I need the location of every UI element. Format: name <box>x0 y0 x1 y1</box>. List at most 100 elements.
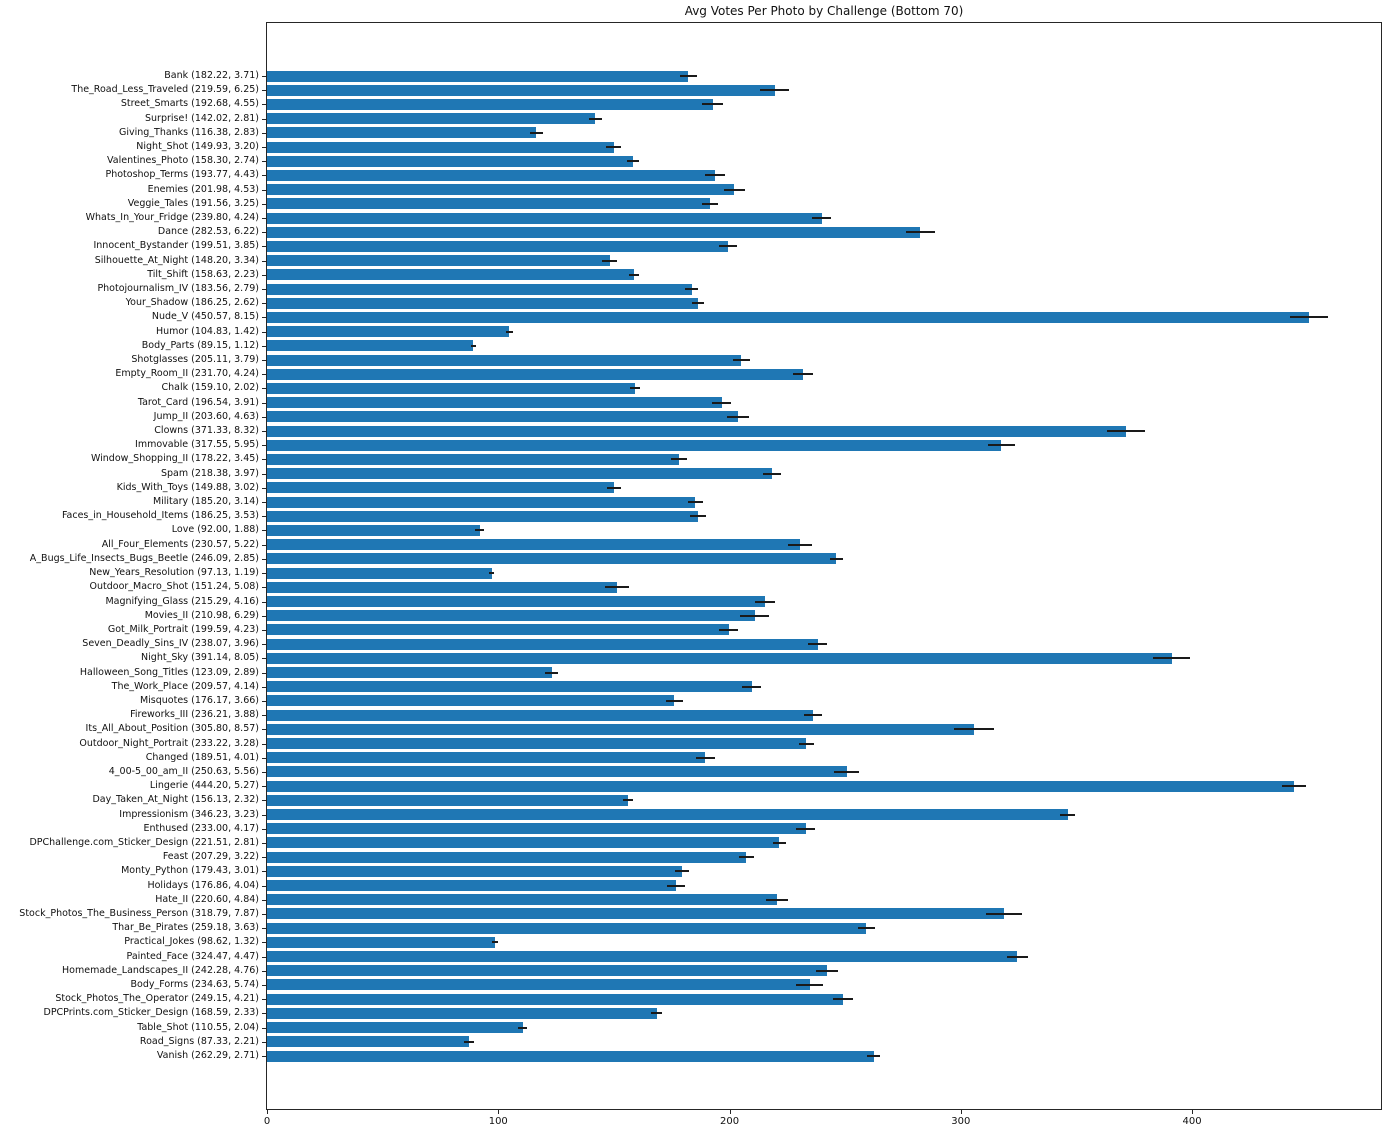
bar <box>267 212 822 224</box>
y-tick <box>262 786 266 788</box>
error-bar <box>712 401 731 404</box>
bar <box>267 1050 874 1062</box>
x-tick <box>1192 1110 1194 1114</box>
y-tick <box>262 544 266 546</box>
error-bar <box>833 770 860 773</box>
bar <box>267 98 713 110</box>
bar <box>267 453 680 465</box>
y-tick <box>262 502 266 504</box>
bar <box>267 865 682 877</box>
bar <box>267 581 617 593</box>
y-tick-label: Dance (282.53, 6.22) <box>157 226 259 238</box>
y-tick-label: Faces_in_Household_Items (186.25, 3.53) <box>61 510 259 522</box>
y-tick <box>262 771 266 773</box>
y-tick <box>262 232 266 234</box>
bar <box>267 780 1295 792</box>
bar <box>267 709 814 721</box>
y-tick-label: Magnifying_Glass (215.29, 4.16) <box>105 595 259 607</box>
y-tick <box>262 885 266 887</box>
error-bar <box>622 799 634 802</box>
bar <box>267 127 537 139</box>
bar <box>267 84 775 96</box>
bar <box>267 539 801 551</box>
y-tick <box>262 615 266 617</box>
bar <box>267 226 921 238</box>
y-tick-label: Its_All_About_Position (305.80, 8.57) <box>85 723 259 735</box>
bar <box>267 567 492 579</box>
error-bar <box>1106 430 1145 433</box>
error-bar <box>651 1012 663 1015</box>
error-bar <box>796 983 823 986</box>
y-tick-label: New_Years_Resolution (97.13, 1.19) <box>89 567 259 579</box>
error-bar <box>666 884 686 887</box>
y-tick-label: Whats_In_Your_Fridge (239.80, 4.24) <box>85 212 259 224</box>
error-bar <box>492 941 499 944</box>
error-bar <box>723 188 745 191</box>
y-tick <box>262 431 266 433</box>
bar <box>267 425 1126 437</box>
error-bar <box>765 898 789 901</box>
y-tick-label: Enthused (233.00, 4.17) <box>143 822 259 834</box>
error-bar <box>906 231 935 234</box>
y-tick-label: Surprise! (142.02, 2.81) <box>145 112 259 124</box>
error-bar <box>755 600 775 603</box>
error-bar <box>742 685 762 688</box>
y-tick <box>262 686 266 688</box>
bar <box>267 354 742 366</box>
x-tick <box>729 1110 731 1114</box>
x-tick <box>498 1110 500 1114</box>
error-bar <box>811 217 832 220</box>
y-tick <box>262 104 266 106</box>
y-tick <box>262 956 266 958</box>
error-bar <box>529 131 543 134</box>
y-tick <box>262 189 266 191</box>
y-tick <box>262 175 266 177</box>
y-tick <box>262 573 266 575</box>
y-tick <box>262 147 266 148</box>
bar <box>267 468 773 480</box>
y-tick <box>262 800 266 802</box>
bar <box>267 922 867 934</box>
y-tick-label: Tilt_Shift (158.63, 2.23) <box>147 268 259 280</box>
bar <box>267 596 765 607</box>
y-tick <box>262 928 266 930</box>
y-tick <box>262 729 266 731</box>
y-tick-label: Military (185.20, 3.14) <box>152 496 259 508</box>
y-tick <box>262 984 266 986</box>
bar <box>267 70 689 82</box>
y-tick-label: Outdoor_Macro_Shot (151.24, 5.08) <box>89 581 260 593</box>
error-bar <box>833 998 853 1001</box>
y-tick <box>262 289 266 291</box>
y-tick-label: Bank (182.22, 3.71) <box>164 70 259 81</box>
y-tick-label: Love (92.00, 1.88) <box>171 524 259 536</box>
plot-area <box>266 22 1382 1110</box>
bar <box>267 851 747 863</box>
bar <box>267 524 480 536</box>
y-tick <box>262 246 266 248</box>
y-tick-label: Tarot_Card (196.54, 3.91) <box>137 396 259 408</box>
y-tick <box>262 644 266 646</box>
y-tick <box>262 857 266 859</box>
y-tick <box>262 118 266 120</box>
error-bar <box>689 515 706 518</box>
y-tick <box>262 587 266 589</box>
y-tick <box>262 700 266 702</box>
y-tick-label: Your_Shadow (186.25, 2.62) <box>125 297 259 309</box>
y-tick-label: Day_Taken_At_Night (156.13, 2.32) <box>92 794 259 806</box>
y-tick-label: Changed (189.51, 4.01) <box>145 751 259 763</box>
y-tick-label: Fireworks_III (236.21, 3.88) <box>130 709 259 721</box>
bar <box>267 311 1309 323</box>
bar <box>267 610 755 622</box>
error-bar <box>506 330 513 333</box>
bar <box>267 326 510 338</box>
error-bar <box>804 714 823 717</box>
y-tick-label: Immovable (317.55, 5.95) <box>135 439 259 451</box>
bar <box>267 113 596 125</box>
y-tick-label: Stock_Photos_The_Operator (249.15, 4.21) <box>55 993 259 1005</box>
y-tick <box>262 445 266 447</box>
y-tick-label: Nude_V (450.57, 8.15) <box>151 311 259 323</box>
y-tick <box>262 1056 266 1057</box>
bar <box>267 638 818 650</box>
x-tick <box>960 1110 962 1114</box>
